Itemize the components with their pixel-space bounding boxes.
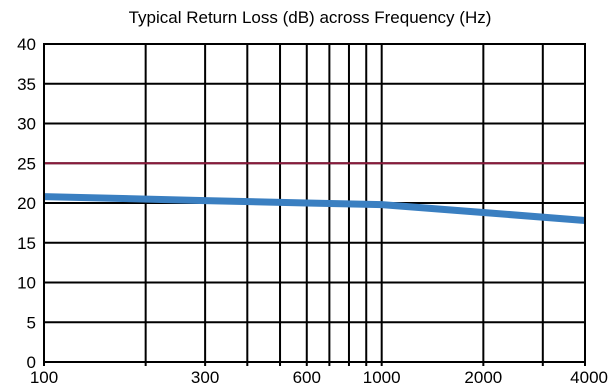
x-tick-label: 100 (30, 368, 58, 387)
y-axis-tick-labels: 0 5 10 15 20 25 30 35 40 (17, 35, 36, 372)
y-tick-label: 30 (17, 115, 36, 134)
y-tick-label: 5 (27, 313, 36, 332)
x-axis-tick-labels: 100 300 600 1000 2000 4000 (30, 368, 608, 387)
plot-border (43, 43, 586, 363)
y-tick-label: 0 (27, 353, 36, 372)
x-tick-label: 600 (293, 368, 321, 387)
y-tick-label: 35 (17, 75, 36, 94)
x-tick-label: 4000 (570, 368, 608, 387)
x-tick-label: 300 (191, 368, 219, 387)
plot-frame (43, 43, 586, 363)
y-tick-label: 20 (17, 194, 36, 213)
series-line (43, 193, 586, 224)
y-tick-label: 10 (17, 274, 36, 293)
x-tick-label: 1000 (363, 368, 401, 387)
y-tick-label: 25 (17, 154, 36, 173)
y-tick-label: 15 (17, 234, 36, 253)
x-tick-label: 2000 (464, 368, 502, 387)
y-tick-label: 40 (17, 35, 36, 54)
chart-title: Typical Return Loss (dB) across Frequenc… (129, 8, 492, 27)
data-series (43, 193, 586, 224)
